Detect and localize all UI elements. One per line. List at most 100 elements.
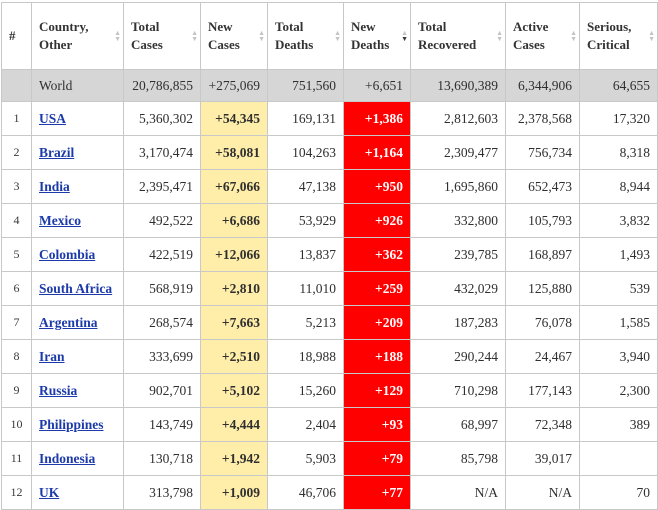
- new-deaths-cell: +93: [343, 407, 411, 442]
- new-cases-cell: +1,009: [200, 475, 268, 510]
- table-row: 11 Indonesia 130,718 +1,942 5,903 +79 85…: [1, 441, 658, 476]
- country-link[interactable]: UK: [39, 484, 60, 500]
- new-cases-cell: +12,066: [200, 237, 268, 272]
- country-cell: UK: [31, 475, 124, 510]
- sort-icon: ▲ ▼: [334, 29, 341, 43]
- total-deaths-cell: 46,706: [267, 475, 344, 510]
- col-header-new_cases[interactable]: New Cases ▲ ▼: [200, 2, 268, 70]
- col-header-label: New Deaths: [351, 19, 390, 52]
- world-serious-critical-cell: 64,655: [579, 69, 658, 102]
- world-row-body: World 20,786,855 +275,069 751,560 +6,651…: [1, 69, 658, 102]
- total-deaths-cell: 2,404: [267, 407, 344, 442]
- active-cases-cell: 652,473: [505, 169, 580, 204]
- country-link[interactable]: Indonesia: [39, 450, 96, 466]
- col-header-active_cases[interactable]: Active Cases ▲ ▼: [505, 2, 580, 70]
- rank-cell: 11: [1, 441, 32, 476]
- new-deaths-cell: +1,386: [343, 101, 411, 136]
- rank-cell: 9: [1, 373, 32, 408]
- country-link[interactable]: Philippines: [39, 416, 104, 432]
- sort-icon: ▲ ▼: [114, 29, 121, 43]
- serious-critical-cell: 1,585: [579, 305, 658, 340]
- active-cases-cell: 756,734: [505, 135, 580, 170]
- new-cases-cell: +7,663: [200, 305, 268, 340]
- active-cases-cell: 168,897: [505, 237, 580, 272]
- world-new-deaths-cell: +6,651: [343, 69, 411, 102]
- country-link[interactable]: Colombia: [39, 246, 96, 262]
- col-header-serious_critical[interactable]: Serious, Critical ▲ ▼: [579, 2, 658, 70]
- total-cases-cell: 902,701: [123, 373, 201, 408]
- country-link[interactable]: Iran: [39, 348, 65, 364]
- col-header-label: Total Deaths: [275, 19, 314, 52]
- col-header-total_cases[interactable]: Total Cases ▲ ▼: [123, 2, 201, 70]
- country-link[interactable]: India: [39, 178, 70, 194]
- total-recovered-cell: 290,244: [410, 339, 506, 374]
- serious-critical-cell: 3,832: [579, 203, 658, 238]
- total-cases-cell: 130,718: [123, 441, 201, 476]
- active-cases-cell: 105,793: [505, 203, 580, 238]
- total-cases-cell: 492,522: [123, 203, 201, 238]
- country-link[interactable]: Mexico: [39, 212, 81, 228]
- active-cases-cell: 125,880: [505, 271, 580, 306]
- total-recovered-cell: 239,785: [410, 237, 506, 272]
- new-deaths-cell: +129: [343, 373, 411, 408]
- country-cell: USA: [31, 101, 124, 136]
- col-header-total_deaths[interactable]: Total Deaths ▲ ▼: [267, 2, 344, 70]
- active-cases-cell: 76,078: [505, 305, 580, 340]
- world-country-cell: World: [31, 69, 124, 102]
- total-deaths-cell: 169,131: [267, 101, 344, 136]
- table-row: 12 UK 313,798 +1,009 46,706 +77 N/A N/A …: [1, 475, 658, 510]
- serious-critical-cell: 70: [579, 475, 658, 510]
- total-recovered-cell: 710,298: [410, 373, 506, 408]
- total-deaths-cell: 11,010: [267, 271, 344, 306]
- sort-icon: ▲ ▼: [258, 29, 265, 43]
- serious-critical-cell: 8,318: [579, 135, 658, 170]
- sort-icon: ▲ ▼: [401, 29, 408, 43]
- rank-cell: 12: [1, 475, 32, 510]
- total-recovered-cell: 2,309,477: [410, 135, 506, 170]
- rank-cell: 1: [1, 101, 32, 136]
- serious-critical-cell: 8,944: [579, 169, 658, 204]
- col-header-new_deaths[interactable]: New Deaths ▲ ▼: [343, 2, 411, 70]
- country-link[interactable]: Argentina: [39, 314, 98, 330]
- table-row: 4 Mexico 492,522 +6,686 53,929 +926 332,…: [1, 203, 658, 238]
- col-header-total_recovered[interactable]: Total Recovered ▲ ▼: [410, 2, 506, 70]
- serious-critical-cell: 389: [579, 407, 658, 442]
- table-row: 8 Iran 333,699 +2,510 18,988 +188 290,24…: [1, 339, 658, 374]
- country-link[interactable]: Brazil: [39, 144, 75, 160]
- total-deaths-cell: 5,903: [267, 441, 344, 476]
- col-header-label: Active Cases: [513, 19, 549, 52]
- new-cases-cell: +1,942: [200, 441, 268, 476]
- sort-icon: ▲ ▼: [191, 29, 198, 43]
- total-cases-cell: 268,574: [123, 305, 201, 340]
- total-recovered-cell: 332,800: [410, 203, 506, 238]
- new-deaths-cell: +79: [343, 441, 411, 476]
- table-header: # Country, Other ▲ ▼ Total Cases ▲ ▼ New Cases ▲…: [1, 2, 658, 70]
- table-body: 1 USA 5,360,302 +54,345 169,131 +1,386 2…: [1, 101, 658, 510]
- header-row: # Country, Other ▲ ▼ Total Cases ▲ ▼ New Cases ▲…: [1, 2, 658, 70]
- world-total-deaths-cell: 751,560: [267, 69, 344, 102]
- col-header-label: Total Recovered: [418, 19, 477, 52]
- active-cases-cell: 39,017: [505, 441, 580, 476]
- col-header-label: Total Cases: [131, 19, 163, 52]
- active-cases-cell: N/A: [505, 475, 580, 510]
- serious-critical-cell: [579, 441, 658, 476]
- rank-cell: 6: [1, 271, 32, 306]
- country-link[interactable]: USA: [39, 110, 67, 126]
- country-link[interactable]: Russia: [39, 382, 78, 398]
- rank-cell: 5: [1, 237, 32, 272]
- table-row: 2 Brazil 3,170,474 +58,081 104,263 +1,16…: [1, 135, 658, 170]
- table-row: 6 South Africa 568,919 +2,810 11,010 +25…: [1, 271, 658, 306]
- new-deaths-cell: +950: [343, 169, 411, 204]
- active-cases-cell: 72,348: [505, 407, 580, 442]
- total-deaths-cell: 13,837: [267, 237, 344, 272]
- new-cases-cell: +2,510: [200, 339, 268, 374]
- world-row: World 20,786,855 +275,069 751,560 +6,651…: [1, 69, 658, 102]
- country-cell: Colombia: [31, 237, 124, 272]
- total-cases-cell: 2,395,471: [123, 169, 201, 204]
- col-header-country[interactable]: Country, Other ▲ ▼: [31, 2, 124, 70]
- total-deaths-cell: 5,213: [267, 305, 344, 340]
- col-header-label: Country, Other: [39, 19, 89, 52]
- world-rank-cell: [1, 69, 32, 102]
- country-link[interactable]: South Africa: [39, 280, 113, 296]
